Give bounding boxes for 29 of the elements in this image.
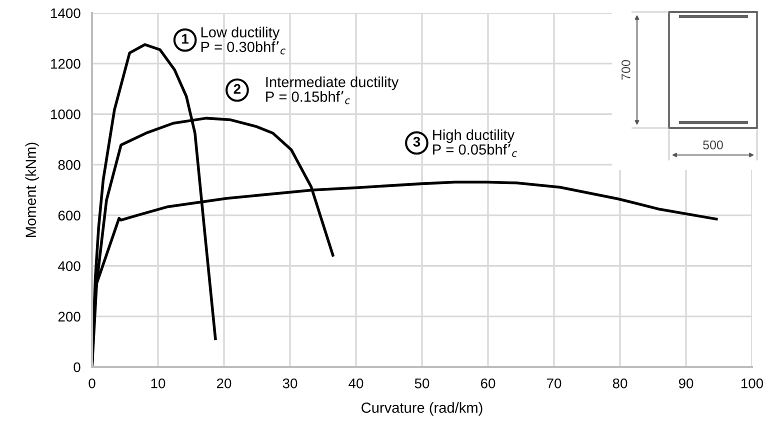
- x-tick-label: 20: [216, 378, 232, 388]
- annotation: 2: [234, 84, 241, 94]
- x-tick-label: 100: [741, 378, 764, 388]
- x-tick-label: 0: [88, 378, 96, 388]
- annotation: Low ductility P = 0.30bhf’$_{c}$: [201, 26, 286, 54]
- annotation: 3: [413, 136, 420, 147]
- x-tick-label: 90: [678, 378, 694, 388]
- y-tick-label: 400: [58, 261, 80, 272]
- y-tick-label: 800: [58, 160, 80, 170]
- y-tick-label: 200: [58, 312, 80, 322]
- x-axis-title: Curvature (rad/km): [362, 402, 482, 416]
- annotation: 500: [703, 140, 723, 150]
- y-axis-title: Moment (kNm): [25, 142, 39, 238]
- y-tick-label: 1400: [51, 8, 80, 18]
- x-tick-label: 70: [546, 378, 562, 388]
- annotation: 700: [622, 60, 630, 80]
- annotation: High ductility P = 0.05bhf’$_{c}$: [433, 129, 518, 158]
- x-tick-label: 50: [414, 378, 430, 388]
- annotation: 1: [182, 34, 189, 44]
- y-tick-label: 1000: [51, 109, 80, 120]
- annotation: Intermediate ductility P = 0.15bhf’$_{c}$: [266, 76, 399, 104]
- x-tick-label: 80: [612, 378, 628, 388]
- y-tick-label: 1200: [51, 58, 80, 69]
- y-tick-label: 600: [58, 210, 80, 220]
- x-tick-label: 10: [151, 378, 166, 388]
- y-tick-label: 0: [74, 362, 80, 372]
- x-tick-label: 30: [282, 378, 298, 388]
- x-tick-label: 40: [348, 378, 364, 388]
- x-tick-label: 60: [480, 378, 496, 388]
